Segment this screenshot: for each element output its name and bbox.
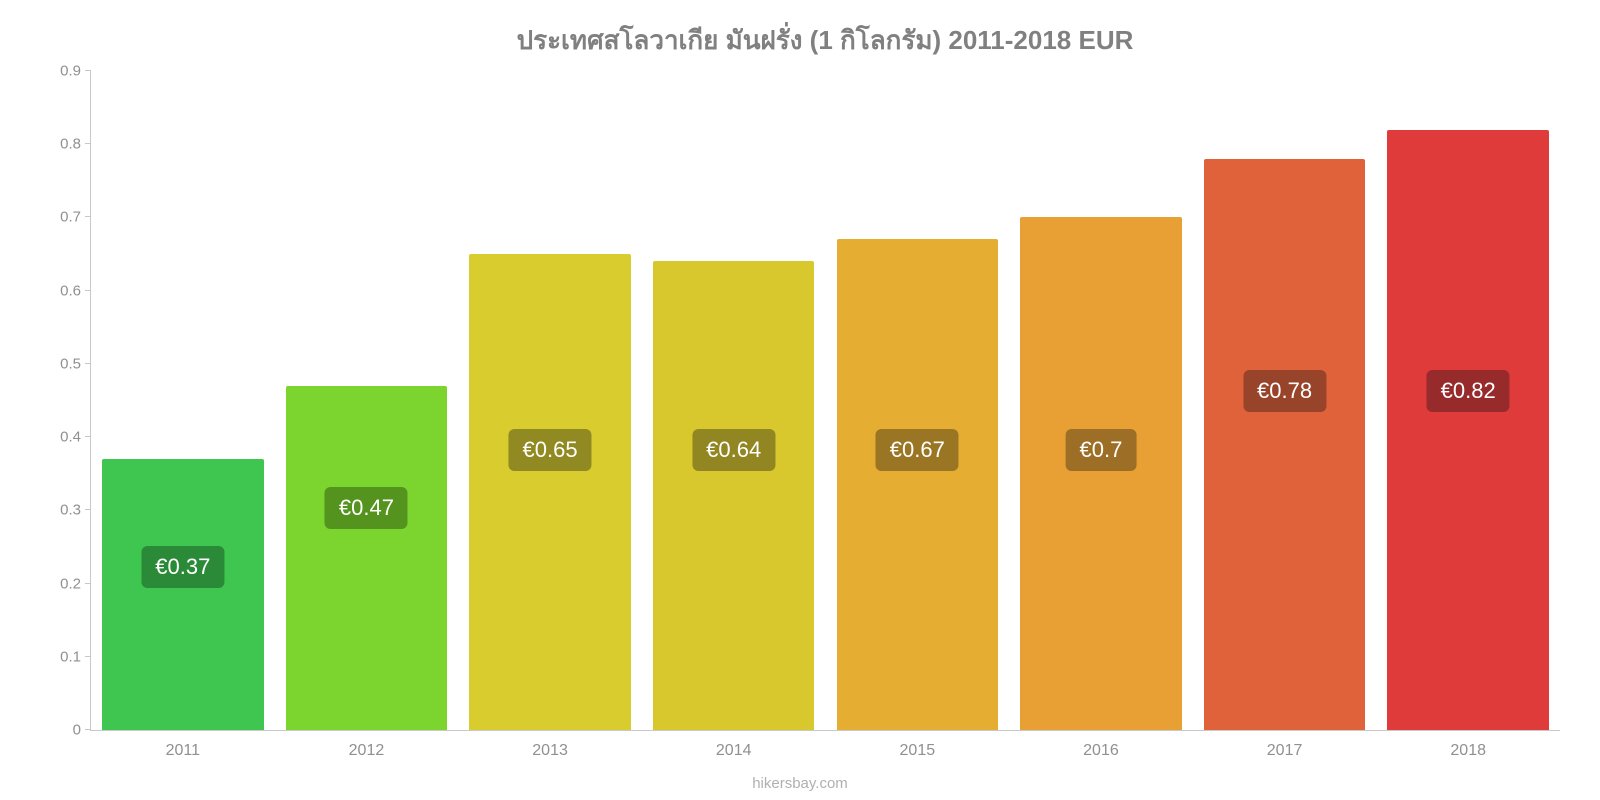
- y-tick-label: 0.9: [36, 63, 81, 80]
- bar: €0.47: [286, 386, 448, 730]
- bar: €0.67: [837, 239, 999, 730]
- y-tick-mark: [85, 143, 91, 144]
- bar-value-label: €0.64: [692, 429, 775, 471]
- credit-text: hikersbay.com: [752, 775, 848, 792]
- bar: €0.37: [102, 459, 264, 730]
- y-tick-label: 0.4: [36, 429, 81, 446]
- bar-slot: €0.652013: [458, 71, 642, 730]
- y-tick-label: 0.3: [36, 502, 81, 519]
- y-tick-mark: [85, 290, 91, 291]
- bar-slot: €0.72016: [1009, 71, 1193, 730]
- plot-area: €0.372011€0.472012€0.652013€0.642014€0.6…: [90, 71, 1560, 731]
- bar-value-label: €0.78: [1243, 370, 1326, 412]
- y-tick-label: 0.2: [36, 575, 81, 592]
- y-tick-label: 0.6: [36, 282, 81, 299]
- y-tick-mark: [85, 656, 91, 657]
- bar: €0.65: [469, 254, 631, 730]
- bar-value-label: €0.82: [1427, 370, 1510, 412]
- bar-value-label: €0.65: [509, 429, 592, 471]
- y-tick-label: 0: [36, 722, 81, 739]
- y-tick-mark: [85, 436, 91, 437]
- y-tick-mark: [85, 729, 91, 730]
- y-tick-mark: [85, 363, 91, 364]
- x-tick-label: 2011: [166, 742, 200, 760]
- x-tick-label: 2017: [1267, 742, 1303, 760]
- x-tick-label: 2015: [900, 742, 936, 760]
- bars-row: €0.372011€0.472012€0.652013€0.642014€0.6…: [91, 71, 1560, 730]
- bar-value-label: €0.67: [876, 429, 959, 471]
- y-tick-label: 0.1: [36, 648, 81, 665]
- y-tick-mark: [85, 509, 91, 510]
- y-tick-label: 0.8: [36, 136, 81, 153]
- bar-slot: €0.372011: [91, 71, 275, 730]
- bar: €0.64: [653, 261, 815, 730]
- y-tick-mark: [85, 583, 91, 584]
- bar-value-label: €0.37: [141, 546, 224, 588]
- bar: €0.82: [1387, 130, 1549, 730]
- x-tick-label: 2012: [349, 742, 385, 760]
- bar-slot: €0.672015: [826, 71, 1010, 730]
- y-tick-mark: [85, 216, 91, 217]
- bar-value-label: €0.7: [1066, 429, 1137, 471]
- y-tick-label: 0.5: [36, 355, 81, 372]
- x-tick-label: 2014: [716, 742, 752, 760]
- bar-slot: €0.822018: [1376, 71, 1560, 730]
- x-tick-label: 2018: [1450, 742, 1486, 760]
- chart-container: ประเทศสโลวาเกีย มันฝรั่ง (1 กิโลกรัม) 20…: [0, 0, 1600, 800]
- x-tick-label: 2013: [532, 742, 568, 760]
- bar: €0.78: [1204, 159, 1366, 730]
- y-tick-mark: [85, 70, 91, 71]
- chart-title: ประเทศสโลวาเกีย มันฝรั่ง (1 กิโลกรัม) 20…: [90, 20, 1560, 61]
- y-tick-label: 0.7: [36, 209, 81, 226]
- x-tick-label: 2016: [1083, 742, 1119, 760]
- bar-slot: €0.782017: [1193, 71, 1377, 730]
- bar-slot: €0.472012: [275, 71, 459, 730]
- bar: €0.7: [1020, 217, 1182, 730]
- bar-slot: €0.642014: [642, 71, 826, 730]
- bar-value-label: €0.47: [325, 487, 408, 529]
